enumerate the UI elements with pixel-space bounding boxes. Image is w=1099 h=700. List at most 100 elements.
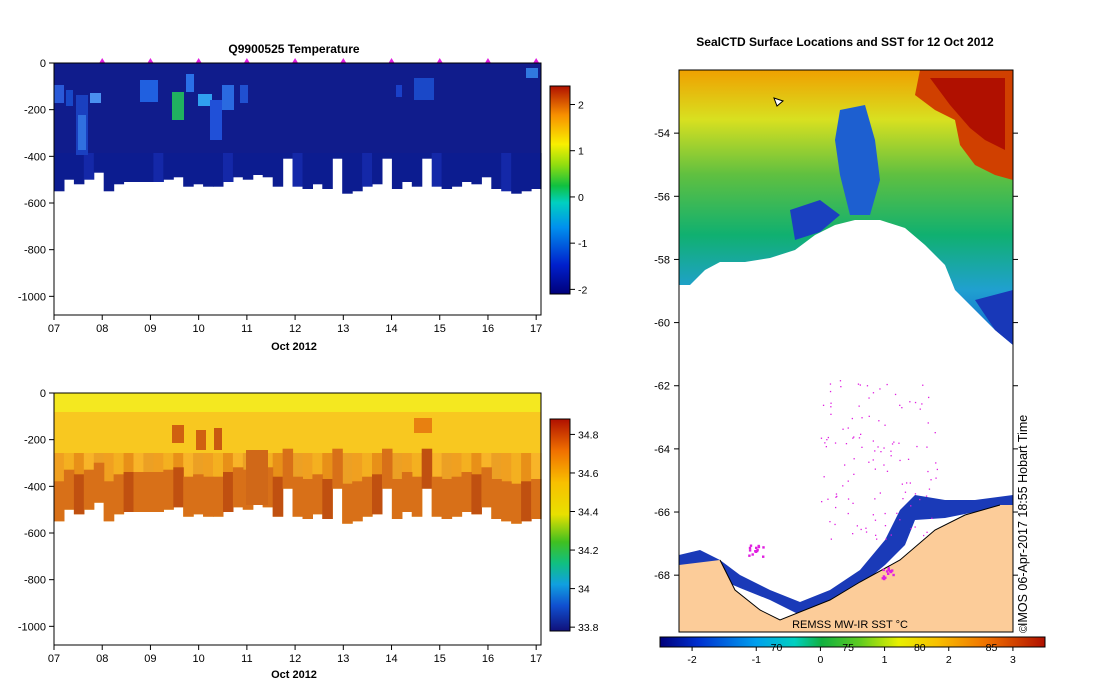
sal-deep-water: [421, 448, 433, 489]
salinity-colorbar: [549, 418, 571, 632]
seal-track-point: [872, 440, 874, 442]
seal-track-point: [861, 446, 863, 448]
temp-y-tick-label: -400: [24, 151, 46, 163]
sal-x-tick-label: 08: [96, 653, 108, 665]
seal-track-point: [890, 450, 892, 452]
map-colorbar-tick-label: -1: [752, 654, 761, 666]
sal-x-tick-label: 09: [144, 653, 156, 665]
temp-profile-column: [401, 153, 413, 182]
map-title: SealCTD Surface Locations and SST for 12…: [696, 35, 994, 49]
seal-track-point: [886, 383, 888, 386]
seal-track-point: [847, 427, 849, 429]
seal-track-point: [919, 408, 921, 410]
seal-location: [885, 570, 889, 573]
seal-track-point: [894, 393, 897, 396]
sal-x-tick-label: 10: [193, 653, 205, 665]
sal-colorbar-tick-label: 33.8: [578, 622, 599, 634]
temp-profile-column: [352, 153, 363, 192]
seal-track-point: [858, 437, 861, 439]
seal-track-point: [923, 534, 925, 537]
sal-deep-water: [282, 448, 294, 489]
temp-profile-column: [163, 153, 174, 180]
sal-x-tick-label: 14: [385, 653, 397, 665]
sal-deep-water: [153, 472, 164, 512]
temp-profile-column: [282, 153, 294, 159]
sal-x-tick-label: 16: [482, 653, 494, 665]
map-longitude-labels: 70 75 80 85: [771, 642, 998, 654]
seal-track-point: [826, 439, 828, 441]
temp-profile-column: [521, 153, 532, 192]
sal-deep-water: [93, 462, 105, 503]
seal-track-point: [827, 436, 829, 439]
seal-track-point: [872, 514, 874, 516]
map-y-tick-label: -54: [654, 128, 670, 140]
seal-track-point: [830, 406, 832, 408]
seal-location: [751, 553, 754, 556]
seal-location: [887, 568, 891, 572]
seal-track-point: [904, 491, 907, 493]
map-y-tick-label: -56: [654, 191, 670, 203]
sal-deep-water: [521, 481, 532, 522]
map-colorbar-tick-label: -2: [687, 654, 696, 666]
seal-track-point: [910, 505, 912, 507]
sal-deep-water: [471, 474, 482, 515]
sal-x-tick-label: 13: [337, 653, 349, 665]
seal-track-point: [853, 436, 855, 438]
temp-profile-column: [501, 153, 512, 192]
temp-y-tick-label: -200: [24, 105, 46, 117]
temp-profile-column: [362, 153, 373, 187]
seal-track-point: [857, 383, 860, 385]
seal-track-point: [865, 527, 867, 529]
seal-track-point: [893, 441, 895, 443]
sal-deep-water: [382, 448, 393, 489]
temp-profile-marker: [195, 58, 202, 63]
temp-profile-column: [491, 153, 502, 189]
seal-track-point: [851, 417, 853, 420]
seal-track-point: [906, 482, 908, 484]
temp-profile-marker: [99, 58, 106, 63]
imos-timestamp: IMOS 06-Apr-2017 18:55 Hobart Time: [1016, 415, 1030, 626]
sal-y-tick-label: -200: [24, 435, 46, 447]
temp-y-tick-label: -600: [24, 198, 46, 210]
temp-profile-column: [481, 153, 492, 178]
seal-location: [884, 576, 887, 579]
seal-track-point: [868, 415, 870, 417]
seal-track-point: [835, 493, 838, 495]
temp-profile-column: [471, 153, 482, 185]
sal-deep-water: [173, 467, 184, 508]
seal-track-point: [927, 470, 929, 473]
sal-deep-water: [83, 469, 95, 510]
temp-profile-marker: [243, 58, 250, 63]
sal-x-tick-label: 12: [289, 653, 301, 665]
salinity-plot-frame: [53, 392, 542, 646]
seal-track-point: [928, 488, 931, 490]
temp-profile-marker: [484, 58, 491, 63]
seal-track-point: [868, 461, 870, 463]
seal-track-point: [842, 428, 844, 430]
temp-profile-column: [342, 153, 353, 194]
seal-track-point: [853, 458, 855, 460]
temp-profile-column: [213, 153, 224, 187]
temperature-colorbar: [549, 85, 571, 295]
seal-track-point: [874, 519, 877, 521]
seal-location: [762, 555, 765, 558]
map-colorbar-tick-label: 2: [946, 654, 952, 666]
sal-colorbar-tick-label: 34.8: [578, 429, 599, 441]
sal-deep-water: [73, 474, 85, 515]
seal-track-point: [907, 458, 910, 460]
temp-colorbar-tick-label: -1: [578, 238, 587, 250]
seal-track-point: [919, 498, 921, 501]
sal-deep-water: [352, 481, 363, 522]
seal-track-point: [879, 492, 881, 494]
seal-track-point: [914, 401, 917, 404]
temp-profile-column: [73, 153, 85, 185]
temp-x-tick-label: 17: [530, 323, 542, 335]
temp-profile-marker: [147, 58, 154, 63]
map-colorbar: [659, 636, 1046, 648]
sal-deep-water: [491, 479, 502, 519]
seal-location: [892, 573, 895, 577]
temp-profile-column: [461, 153, 472, 182]
map-y-tick-label: -64: [654, 444, 670, 456]
temp-profile-marker: [533, 58, 540, 63]
seal-track-point: [898, 442, 900, 444]
